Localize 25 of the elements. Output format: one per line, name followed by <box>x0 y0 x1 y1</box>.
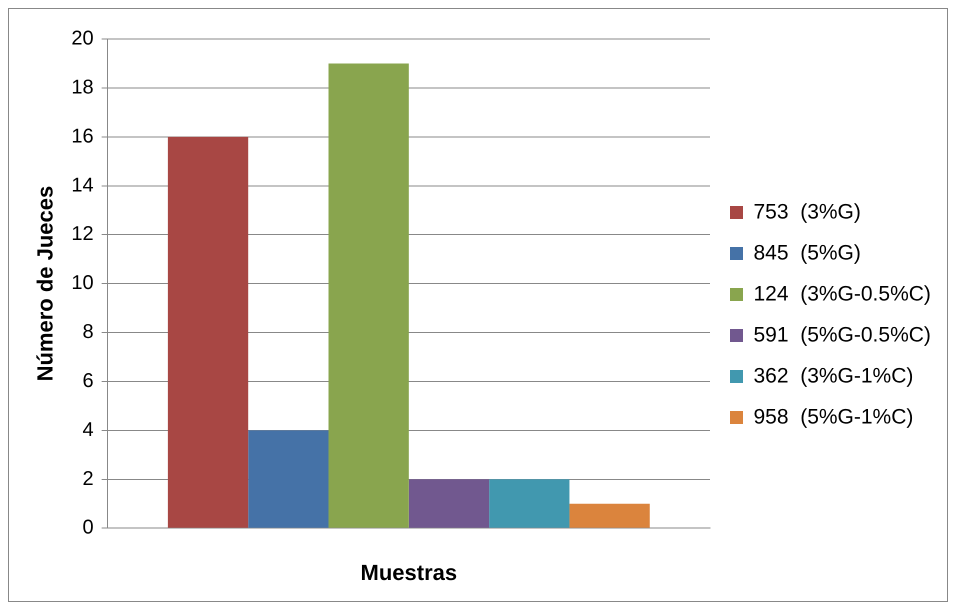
bar <box>408 479 490 528</box>
legend-label: 845 (5%G) <box>754 241 861 264</box>
y-tick-label: 20 <box>71 28 94 50</box>
x-axis-title: Muestras <box>360 560 458 585</box>
y-tick-label: 0 <box>82 516 94 539</box>
bar <box>248 430 329 528</box>
y-tick-label: 14 <box>71 174 94 196</box>
y-tick-label: 18 <box>71 76 94 98</box>
legend-label: 124 (3%G-0.5%C) <box>754 282 931 306</box>
y-tick-label: 10 <box>71 272 94 294</box>
y-tick-label: 6 <box>82 370 94 392</box>
legend-label: 362 (3%G-1%C) <box>754 364 914 388</box>
y-tick-label: 8 <box>82 321 94 344</box>
y-tick-label: 2 <box>82 468 94 490</box>
bar <box>489 479 570 528</box>
bar <box>569 504 650 528</box>
y-axis-title: Número de Jueces <box>32 186 58 382</box>
legend-label: 958 (5%G-1%C) <box>754 405 914 428</box>
y-tick-label: 16 <box>71 125 94 148</box>
y-tick-label: 4 <box>82 418 94 441</box>
legend-label: 753 (3%G) <box>754 200 861 224</box>
y-tick-label: 12 <box>71 223 94 246</box>
bar <box>168 136 248 528</box>
legend-label: 591 (5%G-0.5%C) <box>754 323 931 346</box>
bar <box>328 63 409 528</box>
